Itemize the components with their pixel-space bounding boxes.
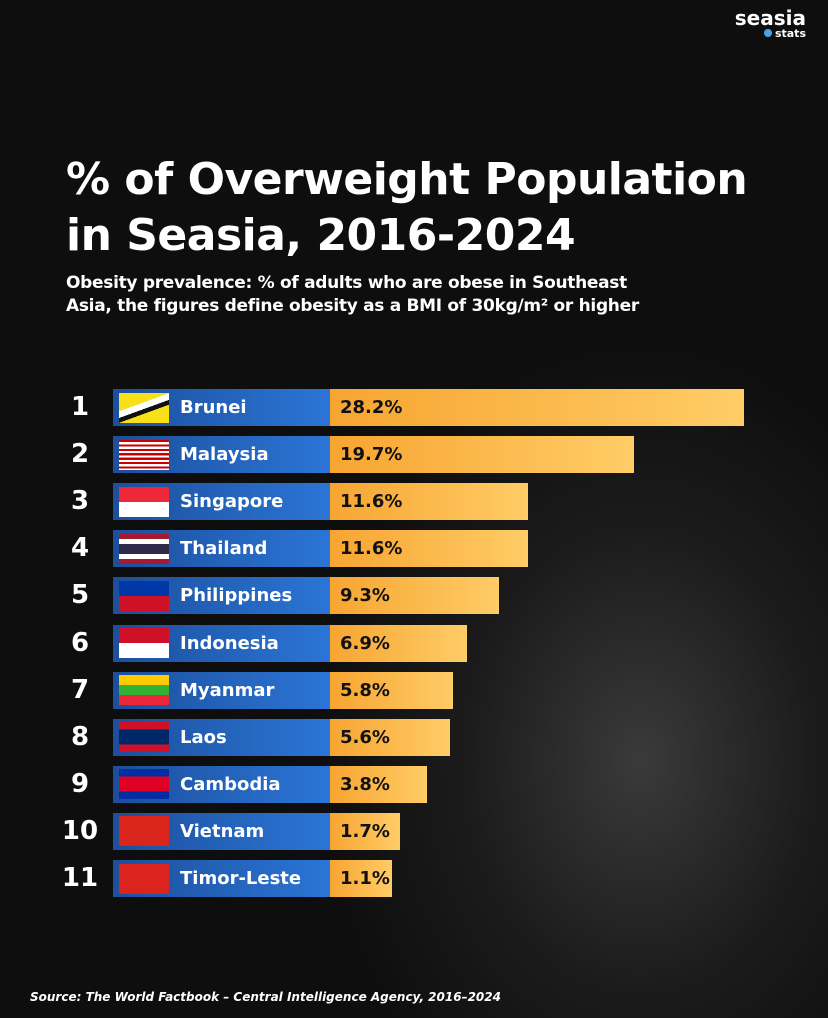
bar bbox=[330, 530, 529, 568]
flag bbox=[119, 580, 169, 611]
bar bbox=[330, 860, 392, 897]
flag bbox=[119, 392, 169, 423]
rank-label: 1 bbox=[70, 392, 90, 422]
value-label: 1.1% bbox=[340, 868, 390, 889]
bar bbox=[330, 671, 454, 709]
flag bbox=[119, 769, 169, 800]
bar bbox=[330, 624, 468, 662]
value-label: 1.7% bbox=[340, 820, 390, 842]
chart-title: % of Overweight Population in Seasia, 20… bbox=[66, 154, 748, 261]
value-label: 11.6% bbox=[340, 491, 403, 513]
rank-label: 7 bbox=[70, 674, 90, 705]
rank-label: 8 bbox=[70, 721, 90, 752]
category-label: Vietnam bbox=[180, 820, 265, 842]
value-label: 11.6% bbox=[340, 538, 403, 560]
rank-label: 4 bbox=[70, 533, 90, 564]
chart-subtitle: Obesity prevalence: % of adults who are … bbox=[66, 273, 639, 316]
flag bbox=[119, 816, 169, 847]
category-label: Myanmar bbox=[180, 679, 275, 701]
value-label: 5.6% bbox=[340, 726, 390, 748]
rank-label: 2 bbox=[70, 439, 90, 470]
category-label: Malaysia bbox=[180, 444, 269, 466]
bar bbox=[330, 812, 400, 850]
category-label: Brunei bbox=[180, 397, 247, 418]
logo: seasia stats bbox=[735, 8, 806, 40]
rank-label: 10 bbox=[61, 815, 99, 846]
rank-label: 3 bbox=[70, 486, 90, 517]
category-label: Singapore bbox=[180, 491, 284, 513]
value-label: 3.8% bbox=[340, 773, 390, 795]
category-label: Laos bbox=[180, 726, 227, 748]
category-label: Philippines bbox=[180, 585, 293, 607]
value-label: 19.7% bbox=[340, 444, 403, 466]
rank-label: 11 bbox=[61, 863, 99, 893]
logo-name: seasia bbox=[734, 6, 806, 30]
category-label: Indonesia bbox=[180, 632, 279, 654]
value-label: 28.2% bbox=[340, 397, 403, 418]
logo-sub: stats bbox=[735, 28, 806, 40]
rank-label: 6 bbox=[70, 627, 90, 658]
flag bbox=[119, 675, 169, 706]
bar bbox=[330, 389, 745, 426]
value-label: 5.8% bbox=[340, 679, 390, 701]
flag bbox=[119, 722, 169, 753]
flag bbox=[119, 863, 169, 894]
rank-label: 9 bbox=[70, 768, 90, 799]
bar bbox=[330, 765, 428, 803]
flag bbox=[119, 533, 169, 564]
value-label: 6.9% bbox=[340, 632, 390, 654]
source: Source: The World Factbook – Central Int… bbox=[30, 990, 501, 1004]
flag bbox=[119, 439, 169, 470]
value-label: 9.3% bbox=[340, 585, 390, 607]
bar bbox=[330, 436, 634, 474]
rank-label: 5 bbox=[70, 580, 90, 611]
bar bbox=[330, 718, 451, 756]
bar bbox=[330, 577, 499, 615]
category-label: Thailand bbox=[180, 538, 268, 560]
category-label: Cambodia bbox=[180, 773, 281, 795]
bar bbox=[330, 483, 529, 521]
flag bbox=[119, 486, 169, 517]
category-label: Timor-Leste bbox=[180, 868, 302, 889]
flag bbox=[119, 628, 169, 658]
